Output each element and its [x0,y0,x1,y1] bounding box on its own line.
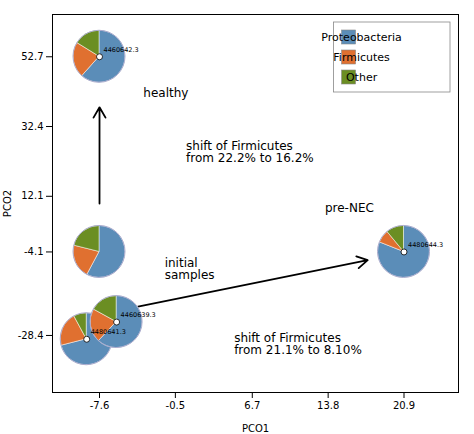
svg-text:Other: Other [346,71,378,84]
svg-text:shift of Firmicutesfrom 22.2%: shift of Firmicutesfrom 22.2% to 16.2% [186,139,314,165]
svg-text:-7.6: -7.6 [90,400,110,411]
svg-text:PCO2: PCO2 [2,190,13,217]
svg-text:shift of Firmicutesfrom 21.1%: shift of Firmicutesfrom 21.1% to 8.10% [234,331,362,357]
svg-text:4460642.3: 4460642.3 [104,46,139,54]
svg-text:-0.5: -0.5 [166,400,186,411]
svg-text:initialsamples: initialsamples [165,256,215,282]
svg-text:6.7: 6.7 [244,400,260,411]
svg-text:healthy: healthy [143,86,188,100]
svg-text:4480644.3: 4480644.3 [408,241,443,249]
svg-text:12.1: 12.1 [21,190,43,201]
svg-text:-4.1: -4.1 [24,246,44,257]
svg-text:Proteobacteria: Proteobacteria [321,31,401,44]
svg-text:32.4: 32.4 [21,121,43,132]
svg-text:PCO1: PCO1 [242,423,269,434]
svg-text:13.8: 13.8 [317,400,339,411]
svg-text:pre-NEC: pre-NEC [325,201,374,215]
svg-text:Firmicutes: Firmicutes [333,51,390,64]
svg-text:52.7: 52.7 [21,51,43,62]
svg-text:20.9: 20.9 [393,400,415,411]
svg-text:4460639.3: 4460639.3 [121,311,156,319]
svg-text:-28.4: -28.4 [18,330,44,341]
svg-text:4480641.3: 4480641.3 [91,328,126,336]
